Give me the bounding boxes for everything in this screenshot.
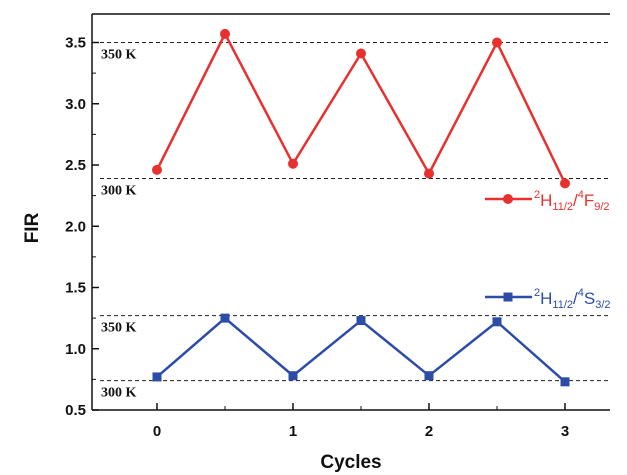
legend-label-part: F (584, 191, 594, 210)
data-series (152, 28, 570, 387)
x-tick-label: 0 (153, 423, 161, 440)
legend-label: 2H11/2/4F9/2 (534, 189, 610, 213)
reference-label: 350 K (101, 321, 137, 336)
legend-label-part: H (540, 191, 552, 210)
x-tick-label: 1 (289, 423, 297, 440)
legend-label-part: 4 (578, 189, 584, 201)
data-point (356, 316, 366, 326)
x-axis-title: Cycles (320, 452, 381, 473)
y-tick-label: 3.5 (65, 35, 86, 52)
reference-label: 300 K (101, 183, 137, 198)
axes: 0.5 1.0 1.5 2.0 2.5 3.0 3.5 0 1 2 3 (65, 13, 610, 440)
reference-label: 350 K (101, 48, 137, 63)
y-tick-label: 1.5 (65, 280, 86, 297)
legend-label-part: H (540, 289, 552, 308)
data-point (220, 28, 230, 39)
y-tick-label: 1.0 (65, 341, 86, 358)
legend-item: 2H11/2/4F9/2 (485, 189, 610, 213)
data-point (424, 371, 434, 381)
legend-marker (503, 292, 513, 302)
x-tick-label: 2 (425, 423, 433, 440)
data-point (288, 371, 298, 381)
axis-labels: Cycles FIR (22, 212, 382, 473)
data-point (492, 317, 502, 327)
data-point (356, 48, 366, 59)
legend-label-part: 4 (578, 287, 584, 299)
data-point (492, 37, 502, 48)
legend-label-part: 11/2 (552, 201, 573, 213)
data-point (560, 178, 570, 189)
series-0 (152, 28, 570, 189)
legend-marker (503, 194, 513, 204)
legend-item: 2H11/2/4S3/2 (485, 287, 611, 311)
series-line (156, 316, 566, 383)
data-point (560, 377, 570, 387)
legend-label-part: 9/2 (594, 201, 609, 213)
reference-lines: 350 K 300 K 350 K 300 K (100, 42, 608, 401)
x-tick-label: 3 (561, 423, 569, 440)
data-point (220, 313, 230, 323)
legend-label-part: 2 (534, 189, 540, 201)
legend-label-part: S (584, 289, 595, 308)
legend-label-part: 3/2 (595, 299, 610, 311)
legend-label-part: 2 (534, 287, 540, 299)
y-tick-label: 0.5 (65, 402, 86, 419)
data-point (152, 372, 162, 382)
reference-label: 300 K (101, 386, 137, 401)
data-point (424, 168, 434, 179)
y-axis-title: FIR (22, 212, 43, 243)
legend-label-part: / (573, 289, 578, 308)
y-tick-label: 3.0 (65, 96, 86, 113)
legend-label-part: 11/2 (552, 299, 573, 311)
legend-label-part: / (573, 191, 578, 210)
data-point (288, 158, 298, 169)
legend-label: 2H11/2/4S3/2 (534, 287, 611, 311)
series-1 (152, 313, 570, 387)
data-point (152, 164, 162, 175)
y-tick-label: 2.5 (65, 157, 86, 174)
y-tick-label: 2.0 (65, 218, 86, 235)
